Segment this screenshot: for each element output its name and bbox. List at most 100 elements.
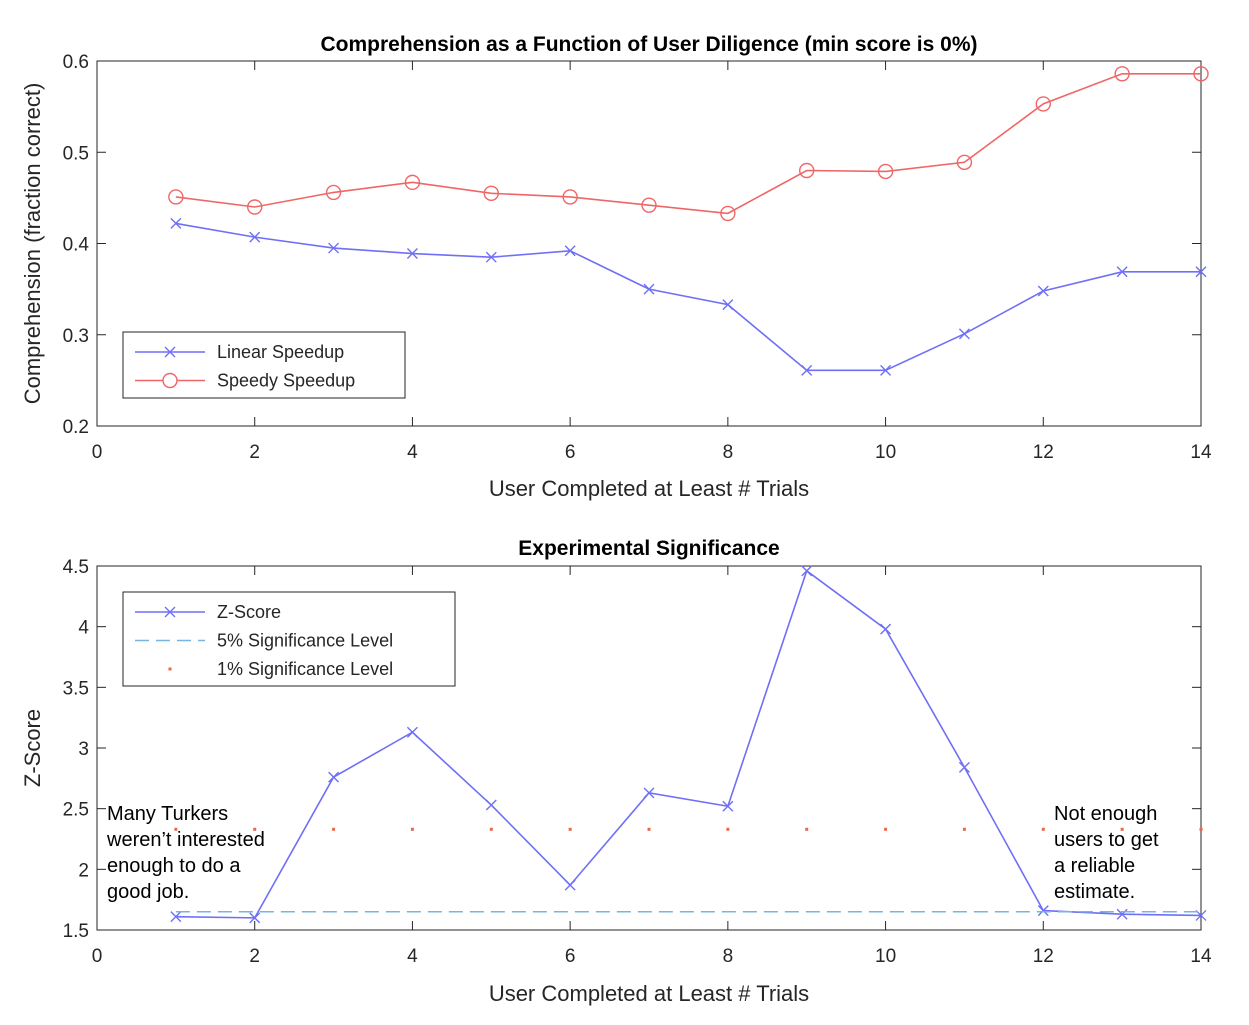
x-tick-label: 2 (249, 946, 260, 967)
series-0 (170, 565, 1207, 924)
data-point (805, 827, 809, 831)
y-tick-label: 4.5 (63, 557, 89, 578)
data-point (1114, 66, 1130, 82)
data-point (489, 827, 493, 831)
series-1 (168, 66, 1209, 222)
annotation-line: enough to do a (107, 855, 241, 877)
data-point (1199, 827, 1203, 831)
y-axis-label: Z-Score (20, 709, 45, 787)
annotation-line: Not enough (1054, 803, 1157, 825)
data-point (801, 565, 813, 577)
x-axis-label: User Completed at Least # Trials (489, 981, 809, 1006)
data-point (647, 827, 651, 831)
data-point (1120, 827, 1124, 831)
y-tick-label: 3.5 (63, 678, 89, 699)
y-tick-label: 0.3 (63, 326, 89, 347)
data-point (958, 328, 970, 340)
y-tick-label: 0.5 (63, 143, 89, 164)
legend-label: Linear Speedup (217, 342, 344, 362)
data-point (325, 184, 342, 201)
legend: Z-Score 5% Significance Level 1% Significa… (122, 591, 456, 687)
legend-label: 5% Significance Level (217, 631, 393, 651)
y-axis-label: Comprehension (fraction correct) (20, 83, 45, 405)
annotation-line: Many Turkers (107, 803, 228, 825)
legend-marker (162, 372, 178, 389)
data-point (328, 771, 340, 783)
data-point (643, 787, 655, 799)
x-tick-label: 8 (723, 442, 734, 463)
x-tick-label: 0 (92, 946, 103, 967)
data-point (249, 231, 261, 243)
data-point (1037, 285, 1049, 297)
legend-marker (164, 606, 176, 618)
data-point (722, 299, 734, 311)
x-tick-label: 14 (1190, 946, 1212, 967)
x-tick-label: 8 (723, 946, 734, 967)
data-point (404, 174, 421, 191)
legend-label: 1% Significance Level (217, 659, 393, 679)
data-point (564, 245, 576, 257)
data-point (880, 623, 892, 635)
x-tick-label: 6 (565, 946, 576, 967)
data-point (483, 185, 499, 202)
comprehension-chart: 0 2 4 6 8 10 12 14 0.2 0.3 0.4 0.5 0.6 Comprehension … (20, 33, 1212, 501)
series-line (175, 569, 1202, 919)
x-axis-label: User Completed at Least # Trials (489, 476, 809, 501)
data-point (799, 162, 815, 179)
data-point (410, 827, 414, 831)
annotation-line: estimate. (1054, 881, 1135, 903)
y-tick-label: 4 (78, 618, 89, 639)
x-tick-label: 14 (1190, 442, 1212, 463)
data-point (877, 163, 894, 180)
x-tick-label: 10 (875, 946, 896, 967)
y-tick-label: 0.6 (63, 52, 89, 73)
legend: Linear Speedup Speedy Speedup (122, 331, 406, 399)
annotation-line: a reliable (1054, 855, 1135, 877)
data-point (958, 761, 970, 773)
y-tick-label: 2.5 (63, 800, 89, 821)
data-point (406, 726, 418, 738)
data-point (568, 827, 572, 831)
data-point (170, 217, 182, 229)
legend-label: Speedy Speedup (217, 371, 355, 391)
y-tick-label: 0.4 (63, 235, 90, 256)
data-point (1037, 905, 1049, 917)
legend-box (122, 591, 456, 687)
x-tick-label: 10 (875, 442, 896, 463)
data-point (1041, 827, 1045, 831)
x-tick-label: 4 (407, 442, 418, 463)
data-point (801, 364, 813, 376)
series-2 (174, 827, 1203, 831)
data-point (168, 189, 184, 205)
data-point (562, 189, 578, 205)
annotation-line: weren’t interested (106, 829, 265, 851)
data-point (485, 251, 497, 263)
x-tick-label: 12 (1033, 946, 1054, 967)
data-point (328, 242, 340, 254)
data-point (880, 364, 892, 376)
y-tick-label: 0.2 (63, 417, 89, 438)
y-tick-label: 2 (78, 860, 89, 881)
data-point (253, 827, 257, 831)
data-point (641, 197, 657, 213)
x-tick-label: 0 (92, 442, 103, 463)
x-tick-label: 2 (249, 442, 260, 463)
data-point (1193, 66, 1209, 82)
series-line (175, 72, 1201, 215)
y-tick-label: 3 (78, 739, 89, 760)
series-line (175, 222, 1201, 372)
data-point (1035, 96, 1051, 112)
legend-marker (164, 346, 176, 358)
annotation-line: users to get (1054, 829, 1159, 851)
data-point (720, 205, 736, 222)
data-point (643, 283, 655, 295)
data-point (485, 799, 497, 811)
data-point (247, 199, 263, 215)
data-point (1116, 908, 1128, 920)
data-point (1116, 266, 1128, 278)
data-point (884, 827, 888, 831)
annotation-line: good job. (107, 881, 189, 903)
x-tick-label: 4 (407, 946, 418, 967)
data-point (249, 912, 261, 924)
